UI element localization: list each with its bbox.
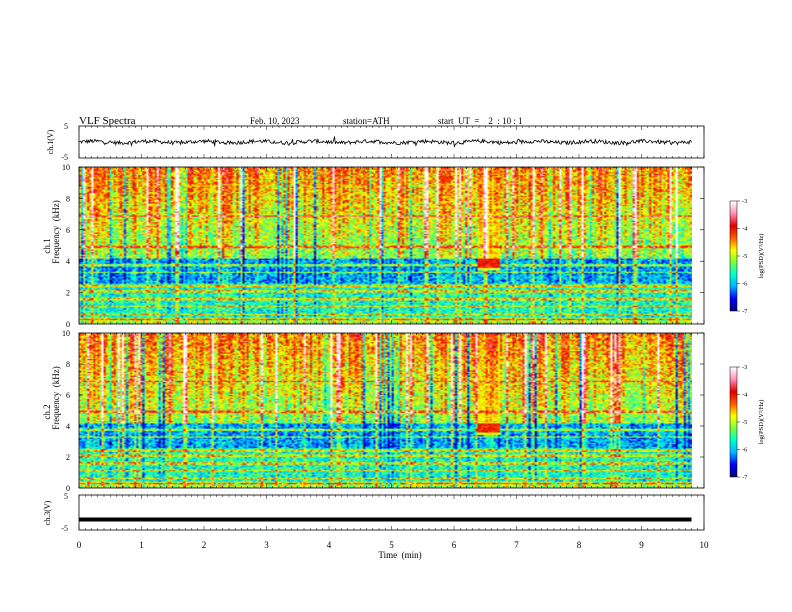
ch2-colorbar-tick-label: -6 [742,447,748,454]
ch1-ytick-label: 4 [66,257,70,266]
time-tick-label: 9 [639,540,644,550]
ch1-waveform-trace [79,136,692,148]
ch1-waveform-panel: 5 -5 ch.1(V) [46,122,705,162]
time-axis-label: Time (min) [378,550,421,560]
figure-title: VLF Spectra [79,115,136,127]
ch2-colorbar-label: log(PSD)(V²/Hz) [758,400,765,445]
time-tick-label: 1 [139,540,144,550]
date-label: Feb. 10, 2023 [250,116,300,126]
ch1-ytick-label: 6 [66,226,70,235]
ch1-spectrogram-image [79,167,692,324]
ch1-channel-label: ch.1 [42,238,52,253]
ch2-spectrogram-image [79,333,692,488]
ch1-colorbar-label: log(PSD)(V²/Hz) [758,234,765,279]
start-time-label: start UT = 2 : 10 : 1 [438,116,523,126]
time-tick-label: 5 [389,540,394,550]
time-tick-label: 7 [514,540,519,550]
ch1-ytick-label: 8 [66,194,70,203]
ch2-ytick-label: 8 [66,360,70,369]
ch1-colorbar-tick-label: -7 [742,308,748,315]
ch1-colorbar [730,201,737,311]
time-tick-label: 0 [77,540,82,550]
ch1-colorbar-tick-label: -6 [742,281,748,288]
time-tick-label: 3 [264,540,269,550]
ch1-ytick-top: 5 [64,122,68,131]
ch2-colorbar-tick-label: -5 [742,419,747,426]
ch1-frequency-label: Frequency (kHz) [51,200,61,263]
ch2-ytick-label: 0 [66,484,70,493]
ch3-ytick-top: 5 [64,492,68,501]
ch3-waveform-panel: 5 -5 ch.3(V) [43,492,705,533]
ch2-ytick-label: 10 [62,329,70,338]
ch1-colorbar-tick-label: -4 [742,226,748,233]
ch1-ytick-label: 0 [66,320,70,329]
time-tick-label: 2 [202,540,207,550]
time-tick-label: 10 [700,540,710,550]
ch3-ytick-bottom: -5 [61,524,68,533]
ch2-ytick-label: 4 [66,422,70,431]
ch2-colorbar [730,367,737,477]
ch2-ytick-label: 2 [66,453,70,462]
ch2-frequency-label: Frequency (kHz) [51,366,61,429]
ch1-ytick-bottom: -5 [61,153,68,162]
ch1-ytick-label: 10 [62,163,70,172]
station-label: station=ATH [343,116,390,126]
time-axis: 0 1 2 3 4 5 6 7 8 9 10 [77,126,709,550]
time-tick-label: 6 [452,540,457,550]
ch1-ytick-label: 2 [66,289,70,298]
time-tick-label: 8 [577,540,582,550]
ch2-colorbar-tick-label: -7 [742,474,748,481]
ch2-colorbar-tick-label: -3 [742,364,747,371]
ch2-colorbar-tick-label: -4 [742,392,748,399]
ch3-waveform-ylabel: ch.3(V) [43,500,52,525]
ch2-channel-label: ch.2 [42,404,52,419]
ch1-waveform-ylabel: ch.1(V) [46,129,55,154]
ch2-ytick-label: 6 [66,391,70,400]
ch3-waveform-frame [78,494,705,531]
ch1-colorbar-tick-label: -3 [742,198,747,205]
ch1-colorbar-tick-label: -5 [742,253,747,260]
time-tick-label: 4 [327,540,332,550]
